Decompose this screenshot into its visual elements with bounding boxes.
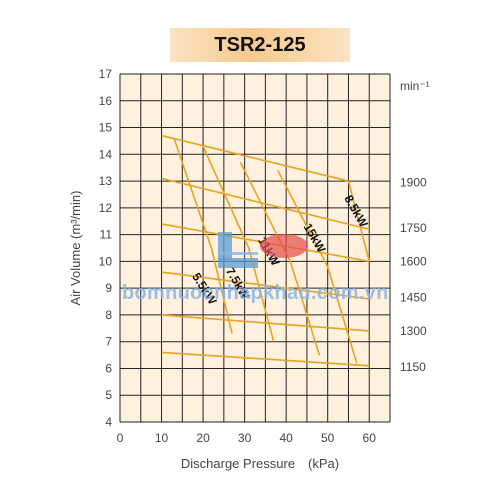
y-tick-label: 11 [100,228,113,242]
power-line-15kW [277,170,358,364]
speed-line-1150 [161,351,370,367]
y-tick-label: 16 [99,94,113,108]
watermark-logo [218,232,308,268]
y-axis-label: Air Volume (m³/min) [68,191,83,306]
y-tick-label: 14 [99,147,113,161]
y-tick-label: 6 [105,361,112,375]
y-tick-label: 4 [105,415,112,429]
x-tick-label: 10 [155,431,169,445]
y-tick-label: 15 [99,121,113,135]
x-tick-label: 40 [279,431,293,445]
y-tick-label: 7 [105,335,112,349]
speed-label: 1900 [400,175,427,189]
speed-label: 1600 [400,254,427,268]
speed-line-1300 [161,314,370,332]
chart-title-banner: TSR2-125 [170,28,350,62]
x-axis-label: Discharge Pressure (kPa) [181,456,339,471]
watermark-text: bomnuocnhapkhau.com.vn [122,282,389,304]
power-line-8.5kW [347,180,371,262]
y-tick-label: 8 [105,308,112,322]
speed-label: 1300 [400,324,427,338]
x-tick-label: 60 [363,431,377,445]
chart-title: TSR2-125 [214,33,306,56]
x-tick-label: 20 [196,431,210,445]
right-axis-unit: min⁻¹ [400,79,430,93]
y-tick-label: 9 [105,281,112,295]
speed-label: 1750 [400,221,427,235]
speed-label: 1150 [400,360,426,374]
speed-line-1750 [161,177,370,231]
y-tick-label: 5 [105,388,112,402]
power-line-11kW [239,161,321,356]
y-tick-label: 17 [99,67,113,81]
y-tick-label: 10 [99,254,113,268]
x-tick-label: 0 [117,431,124,445]
x-tick-label: 30 [238,431,252,445]
speed-label: 1450 [400,291,427,305]
y-tick-label: 12 [99,201,113,215]
power-line-7.5kW [202,145,275,342]
y-tick-label: 13 [99,174,113,188]
x-tick-label: 50 [321,431,335,445]
speed-line-1450 [161,271,370,300]
power-line-5.5kW [173,137,233,334]
speed-line-1900 [161,134,349,182]
